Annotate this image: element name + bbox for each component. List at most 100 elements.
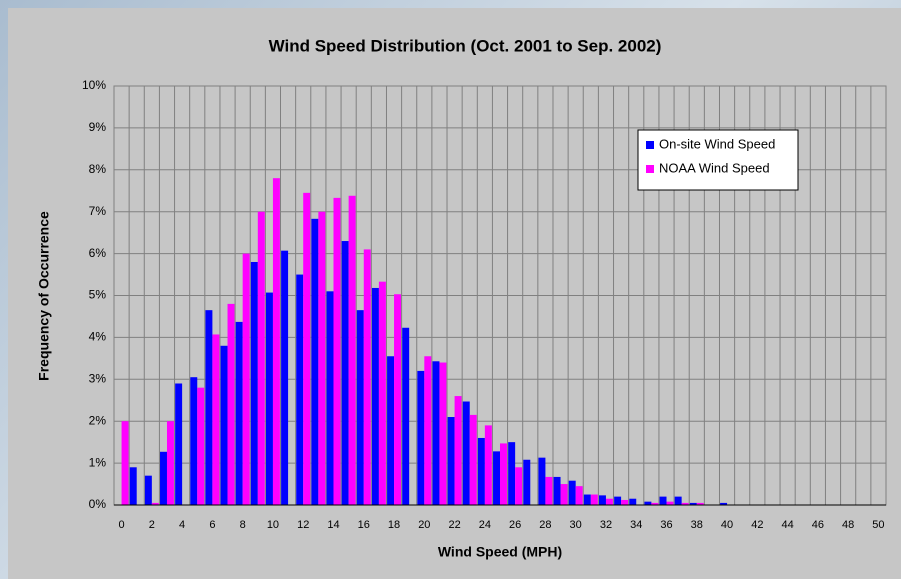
bar (378, 281, 386, 505)
x-tick-label: 46 (812, 519, 824, 531)
bar (484, 425, 492, 505)
bar (175, 383, 183, 505)
y-tick-label: 1% (89, 455, 107, 469)
bar (348, 195, 356, 505)
x-tick-label: 22 (448, 519, 460, 531)
bar (402, 327, 410, 505)
bar (272, 178, 280, 505)
bar (621, 499, 629, 505)
x-tick-label: 8 (240, 519, 246, 531)
bar (235, 321, 243, 505)
x-axis-label: Wind Speed (MPH) (438, 544, 562, 560)
y-tick-label: 2% (89, 413, 107, 427)
legend-swatch (646, 165, 654, 173)
bar (447, 417, 455, 505)
bar (696, 502, 704, 505)
bar (424, 356, 432, 505)
bar (296, 274, 304, 505)
bar (515, 467, 523, 505)
x-tick-label: 44 (781, 519, 793, 531)
bar (674, 496, 682, 505)
bar (394, 294, 402, 505)
bar (129, 467, 137, 505)
y-tick-label: 7% (89, 204, 107, 218)
bar (311, 218, 319, 505)
x-tick-label: 24 (479, 519, 491, 531)
bar (681, 502, 689, 505)
bar (417, 370, 425, 505)
y-tick-label: 5% (89, 288, 107, 302)
bar (462, 401, 470, 505)
bar (553, 476, 561, 505)
x-tick-label: 0 (119, 519, 125, 531)
bar (318, 211, 326, 505)
bar (166, 421, 174, 505)
x-tick-label: 32 (600, 519, 612, 531)
bar (469, 414, 477, 505)
bar (151, 502, 159, 505)
y-tick-label: 10% (82, 78, 106, 92)
legend: On-site Wind Speed NOAA Wind Speed (637, 129, 799, 191)
x-tick-label: 20 (418, 519, 430, 531)
x-tick-label: 4 (179, 519, 185, 531)
bar (500, 443, 507, 505)
bar (160, 451, 167, 505)
bar (605, 498, 613, 505)
x-tick-label: 38 (691, 519, 703, 531)
bar (493, 451, 500, 505)
bar (333, 197, 341, 506)
legend-label: NOAA Wind Speed (659, 160, 770, 175)
x-tick-label: 2 (149, 519, 155, 531)
x-tick-label: 34 (630, 519, 642, 531)
bar (644, 501, 652, 505)
bar (651, 502, 659, 505)
bar (523, 459, 531, 505)
bar (432, 361, 440, 505)
bar (568, 480, 576, 505)
bar (666, 501, 674, 505)
bar (197, 387, 205, 505)
bar (387, 356, 395, 505)
x-tick-label: 10 (267, 519, 279, 531)
bar (363, 249, 371, 505)
y-axis-label: Frequency of Occurrence (36, 211, 52, 381)
legend-label: On-site Wind Speed (659, 136, 775, 151)
y-tick-label: 0% (89, 497, 107, 511)
x-tick-label: 6 (209, 519, 215, 531)
x-tick-label: 50 (872, 519, 884, 531)
bar (281, 250, 289, 505)
y-tick-label: 6% (89, 246, 107, 260)
bar (545, 476, 553, 505)
x-tick-label: 40 (721, 519, 733, 531)
bar (439, 362, 447, 505)
bar (598, 495, 606, 505)
x-tick-label: 48 (842, 519, 854, 531)
x-tick-label: 26 (509, 519, 521, 531)
x-tick-label: 42 (751, 519, 763, 531)
bar (356, 310, 364, 505)
bar (614, 496, 622, 505)
bar (371, 287, 379, 505)
bar (583, 494, 591, 505)
bar (590, 494, 598, 505)
bar (575, 486, 583, 505)
bar (212, 334, 220, 505)
bar (326, 291, 334, 505)
bar (341, 241, 349, 505)
x-tick-label: 12 (297, 519, 309, 531)
y-tick-label: 8% (89, 162, 107, 176)
y-tick-label: 9% (89, 120, 107, 134)
bar (303, 192, 311, 505)
x-tick-label: 18 (388, 519, 400, 531)
x-tick-label: 30 (570, 519, 582, 531)
bar (257, 211, 265, 505)
bar (629, 498, 637, 505)
legend-box (637, 129, 799, 191)
bar (205, 310, 213, 505)
y-tick-label: 4% (89, 330, 107, 344)
x-tick-label: 28 (539, 519, 551, 531)
bar (250, 261, 258, 505)
bar (508, 442, 516, 505)
